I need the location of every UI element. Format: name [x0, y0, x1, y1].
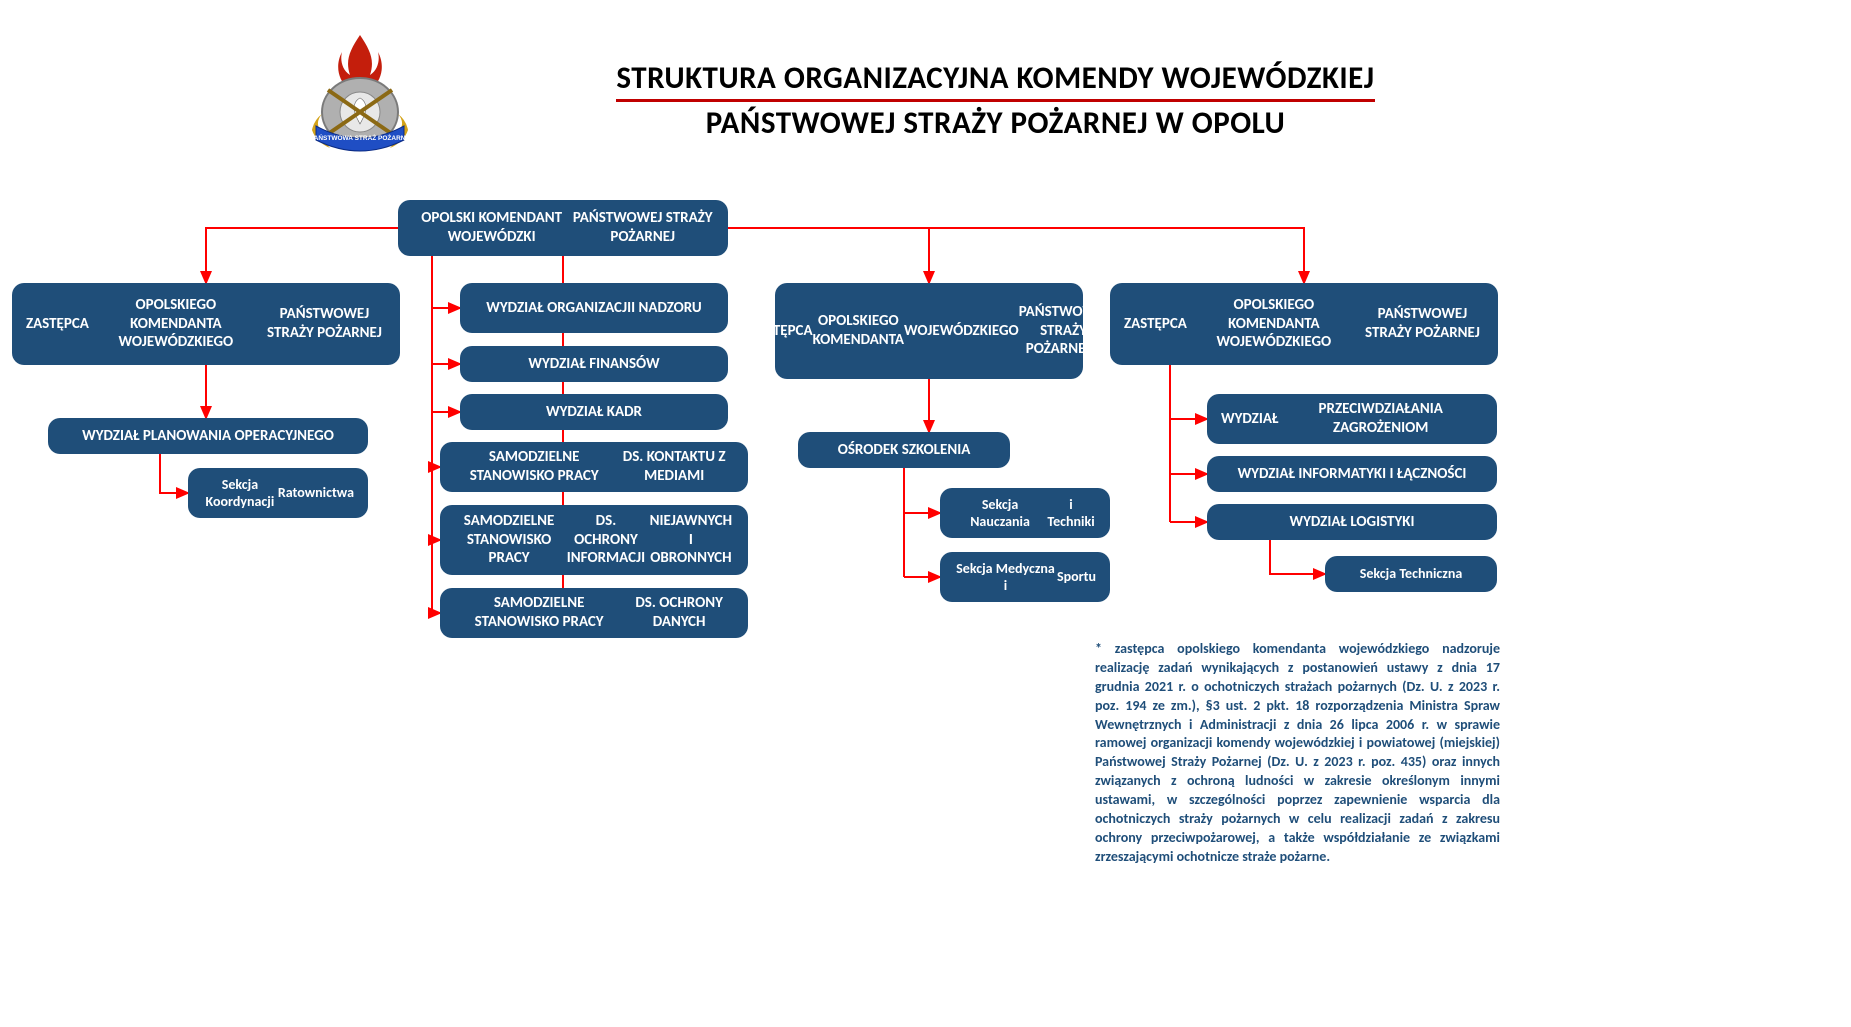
header: PAŃSTWOWA STRAŻ POŻARNA STRUKTURA ORGANI…: [300, 30, 1551, 170]
org-node-dir1: WYDZIAŁ ORGANIZACJII NADZORU: [460, 283, 728, 333]
fire-brigade-logo-icon: PAŃSTWOWA STRAŻ POŻARNA: [300, 30, 420, 170]
org-node-dep2: ZASTĘPCAOPOLSKIEGO KOMENDANTAWOJEWÓDZKIE…: [775, 283, 1083, 379]
svg-text:PAŃSTWOWA STRAŻ POŻARNA: PAŃSTWOWA STRAŻ POŻARNA: [310, 133, 411, 142]
title-line-1: STRUKTURA ORGANIZACYJNA KOMENDY WOJEWÓDZ…: [616, 59, 1374, 102]
title-line-2: PAŃSTWOWEJ STRAŻY POŻARNEJ W OPOLU: [440, 104, 1551, 142]
org-node-dep1a1: Sekcja KoordynacjiRatownictwa: [188, 468, 368, 518]
org-node-root: OPOLSKI KOMENDANT WOJEWÓDZKIPAŃSTWOWEJ S…: [398, 200, 728, 256]
page-title: STRUKTURA ORGANIZACYJNA KOMENDY WOJEWÓDZ…: [440, 59, 1551, 142]
org-node-dep1: ZASTĘPCAOPOLSKIEGO KOMENDANTA WOJEWÓDZKI…: [12, 283, 400, 365]
org-node-dep3c: WYDZIAŁ LOGISTYKI: [1207, 504, 1497, 540]
org-node-dir3: WYDZIAŁ KADR: [460, 394, 728, 430]
org-node-dep3c1: Sekcja Techniczna: [1325, 556, 1497, 592]
org-node-dir4: SAMODZIELNE STANOWISKO PRACYDS. KONTAKTU…: [440, 442, 748, 492]
org-node-dir6: SAMODZIELNE STANOWISKO PRACYDS. OCHRONY …: [440, 588, 748, 638]
org-node-dep2a1: Sekcja Nauczaniai Techniki: [940, 488, 1110, 538]
org-node-dep3: ZASTĘPCAOPOLSKIEGO KOMENDANTA WOJEWÓDZKI…: [1110, 283, 1498, 365]
org-node-dir5: SAMODZIELNE STANOWISKO PRACYDS. OCHRONY …: [440, 505, 748, 575]
org-node-dep3a: WYDZIAŁPRZECIWDZIAŁANIA ZAGROŻENIOM: [1207, 394, 1497, 444]
org-node-dep3b: WYDZIAŁ INFORMATYKI I ŁĄCZNOŚCI: [1207, 456, 1497, 492]
org-node-dep2a2: Sekcja Medyczna iSportu: [940, 552, 1110, 602]
org-node-dep2a: OŚRODEK SZKOLENIA: [798, 432, 1010, 468]
org-node-dir2: WYDZIAŁ FINANSÓW: [460, 346, 728, 382]
footnote-text: * zastępca opolskiego komendanta wojewód…: [1095, 640, 1500, 867]
org-node-dep1a: WYDZIAŁ PLANOWANIA OPERACYJNEGO: [48, 418, 368, 454]
